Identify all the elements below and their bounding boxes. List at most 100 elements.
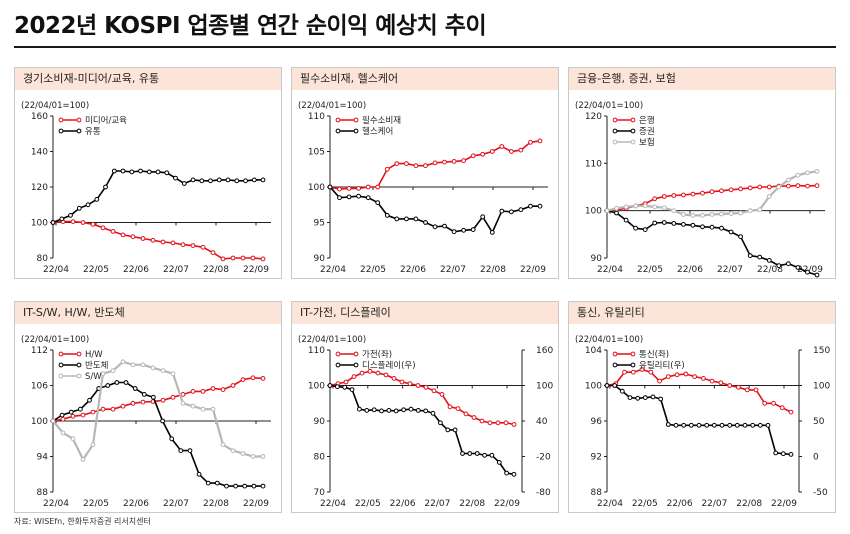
data-point [391, 376, 397, 381]
data-point [773, 450, 779, 456]
data-point [80, 412, 86, 418]
y2-tick-label: 150 [813, 346, 830, 356]
data-point [76, 205, 82, 211]
data-point [180, 400, 186, 406]
chart-panel-it-appliance-display: IT-가전, 디스플레이 (22/04/01=100) 70 80 90 100 110 -… [291, 301, 559, 513]
data-point [375, 200, 381, 206]
data-point [711, 422, 717, 428]
data-point [814, 183, 820, 188]
data-point [170, 371, 176, 377]
data-point [633, 225, 638, 231]
series-line [52, 360, 263, 462]
data-point [349, 387, 355, 392]
x-tick-label: 22/08 [203, 265, 229, 275]
data-point [70, 436, 76, 442]
data-point [432, 160, 438, 166]
data-point [423, 408, 429, 414]
data-point [639, 367, 645, 372]
legend-swatch-marker [335, 128, 341, 134]
data-point [765, 422, 771, 428]
data-point [164, 170, 170, 176]
data-point [766, 258, 772, 263]
data-point [68, 213, 73, 218]
y2-tick-label: 0 [813, 453, 819, 463]
data-point [110, 406, 116, 412]
data-point [757, 184, 763, 190]
data-point [199, 178, 205, 184]
data-point [633, 203, 638, 209]
data-point [120, 168, 126, 174]
x-tick-label: 22/08 [459, 499, 485, 509]
data-point [795, 172, 801, 178]
chart-canvas: (22/04/01=100) 80 100 120 140 160 22/04 22/05 22… [21, 101, 271, 275]
data-point [688, 422, 694, 428]
data-point [635, 395, 641, 401]
y2-tick-label: 40 [536, 417, 548, 427]
legend-swatch-marker [630, 117, 636, 123]
x-tick-label: 22/04 [597, 499, 623, 509]
data-point [528, 203, 533, 209]
data-point [727, 422, 733, 428]
data-point [537, 203, 543, 209]
data-point [205, 480, 211, 486]
data-point [461, 227, 467, 233]
data-point [169, 436, 175, 442]
data-point [788, 452, 794, 457]
y-tick-label: 112 [31, 346, 48, 356]
data-point [614, 205, 619, 211]
y-tick-label: 88 [591, 488, 603, 498]
legend-swatch-marker [76, 351, 82, 357]
data-point [709, 212, 715, 217]
index-base-note: (22/04/01=100) [21, 101, 89, 111]
data-point [196, 471, 202, 477]
data-point [230, 448, 236, 454]
data-point [111, 168, 117, 174]
series-line [329, 370, 515, 426]
data-point [386, 408, 392, 413]
data-point [260, 483, 266, 489]
y-tick-label: 106 [31, 382, 48, 392]
data-point [200, 244, 206, 250]
data-point [461, 158, 467, 164]
data-point [123, 380, 129, 385]
data-point [661, 220, 667, 225]
data-point [346, 186, 352, 191]
x-tick-label: 22/04 [43, 265, 69, 275]
chart-panel-title: IT-가전, 디스플레이 [292, 302, 558, 324]
data-point [351, 374, 357, 379]
data-point [343, 379, 349, 385]
data-point [233, 483, 239, 489]
data-point [757, 254, 763, 260]
data-point [208, 178, 213, 184]
y-tick-label: 90 [314, 417, 326, 427]
legend-swatch-marker [612, 117, 618, 123]
data-point [489, 230, 495, 235]
data-point [683, 371, 689, 377]
data-point [87, 397, 92, 403]
data-point [439, 392, 445, 397]
data-point [141, 392, 147, 397]
data-point [225, 177, 231, 183]
data-point [138, 168, 143, 174]
data-point [242, 483, 248, 489]
data-point [718, 380, 724, 386]
data-point [455, 406, 461, 411]
data-point [407, 381, 413, 387]
data-point [180, 242, 186, 248]
legend-swatch-marker [353, 128, 359, 134]
data-point [394, 216, 400, 222]
chart-panel-it-sw-hw-semi: IT-S/W, H/W, 반도체 (22/04/01=100) 88 94 100 10… [14, 301, 282, 513]
data-point [757, 207, 763, 213]
data-point [190, 403, 196, 409]
data-point [114, 380, 120, 385]
chart-canvas: (22/04/01=100) 88 92 96 100 104 -50 0 50 100 150 22… [575, 335, 830, 509]
data-point [120, 359, 126, 365]
series-line [607, 384, 792, 456]
data-point [90, 442, 96, 448]
data-point [230, 383, 236, 388]
data-point [747, 208, 753, 214]
data-point [250, 255, 256, 261]
legend-label: 유틸리티(우) [639, 361, 685, 371]
data-point [399, 379, 405, 385]
data-point [371, 407, 377, 413]
